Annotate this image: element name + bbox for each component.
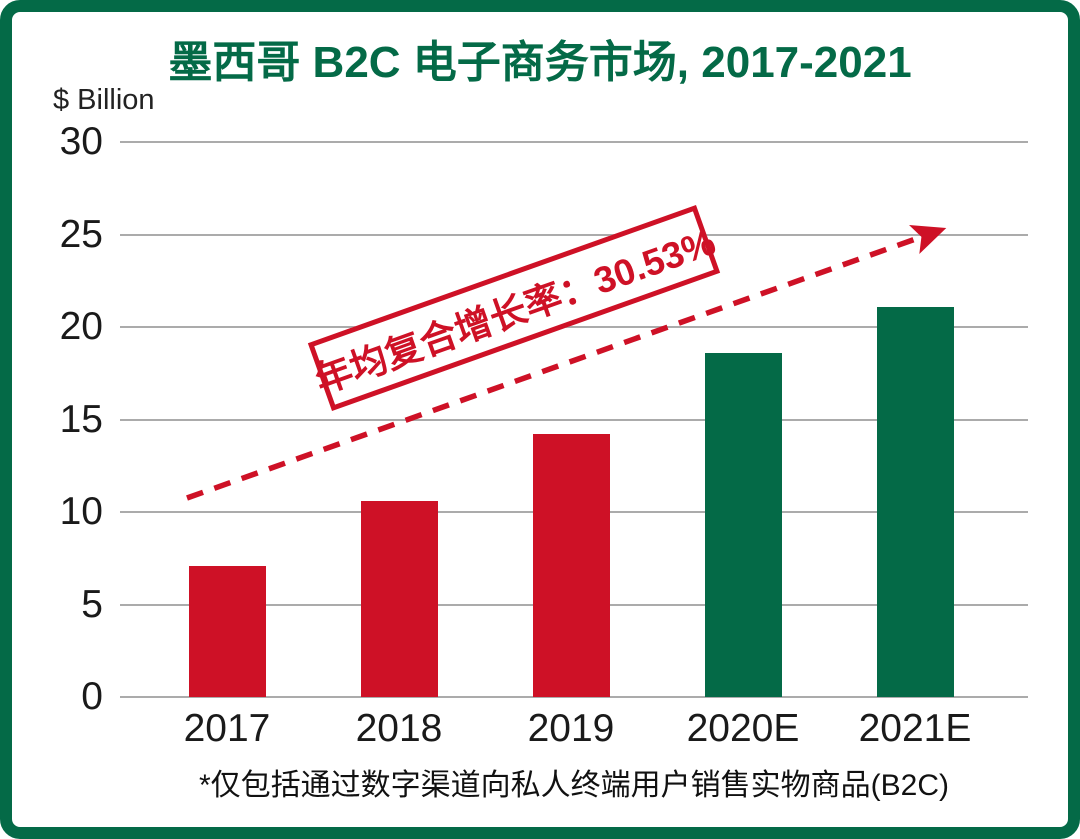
bar-2018: [360, 500, 438, 697]
bar-2021E: [876, 306, 954, 697]
y-tick-label: 15: [59, 397, 103, 441]
gridline: [120, 141, 1028, 143]
x-tick-label: 2021E: [858, 707, 972, 750]
y-tick-label: 30: [59, 120, 103, 163]
y-tick-label: 5: [81, 582, 103, 626]
gridline: [120, 233, 1028, 236]
y-tick-label: 0: [81, 675, 103, 718]
x-tick-label: 2020E: [686, 707, 800, 750]
y-tick-label: 10: [59, 490, 103, 533]
footnote: *仅包括通过数字渠道向私人终端用户销售实物商品(B2C): [198, 769, 949, 802]
y-tick-label: 20: [59, 305, 103, 348]
bar-2017: [188, 565, 266, 697]
x-tick-label: 2018: [355, 707, 443, 750]
y-axis-unit-label: $ Billion: [53, 84, 155, 116]
plot-area: [120, 141, 1028, 698]
bar-2020E: [704, 352, 782, 697]
chart-title: 墨西哥 B2C 电子商务市场, 2017-2021: [168, 38, 912, 87]
bar-2019: [532, 434, 610, 697]
y-tick-label: 25: [59, 212, 103, 256]
gridline: [120, 696, 1028, 698]
x-tick-label: 2017: [183, 707, 271, 750]
x-tick-label: 2019: [527, 707, 615, 750]
